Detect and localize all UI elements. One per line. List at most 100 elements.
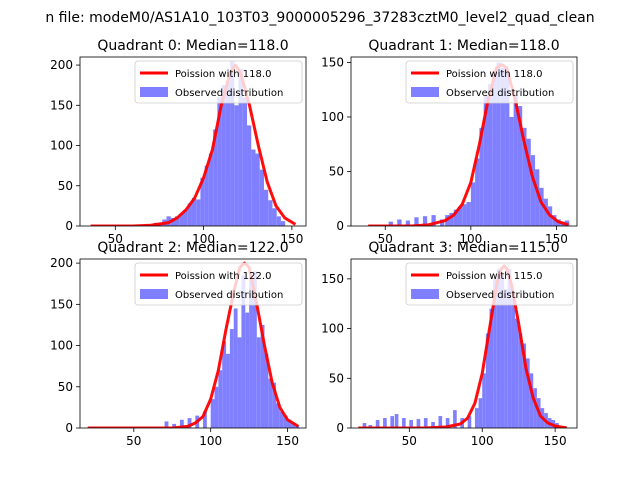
y-tick-label: 100: [321, 110, 344, 124]
subplot-1: 50 100 150 0 50 100 150 Quadrant 1: Median=118.…: [321, 38, 578, 246]
hist-bar: [453, 410, 457, 428]
y-tick-label: 150: [321, 272, 344, 286]
y-tick-label: 200: [50, 256, 73, 270]
hist-bar: [449, 212, 454, 226]
hist-bar: [533, 388, 537, 428]
hist-bar: [256, 337, 261, 428]
hist-bar: [249, 275, 253, 428]
hist-bar: [164, 421, 169, 428]
x-tick-label: 50: [378, 232, 393, 246]
x-tick-label: 50: [108, 232, 123, 246]
hist-bar: [272, 208, 277, 226]
hist-bar: [226, 353, 230, 428]
hist-bar: [229, 329, 234, 428]
hist-bar: [482, 373, 486, 428]
plot-area: [87, 261, 300, 428]
hist-bar: [397, 219, 402, 226]
hist-bar: [453, 209, 459, 226]
hist-bar: [210, 399, 215, 428]
hist-bar: [492, 73, 497, 226]
legend-label-curve: Poission with 118.0: [446, 69, 542, 80]
hist-bar: [485, 333, 490, 428]
legend: Poission with 122.0 Observed distribution: [134, 262, 303, 306]
axes-frame: [350, 258, 578, 429]
hist-bar: [217, 97, 222, 226]
legend-label-hist: Observed distribution: [175, 290, 283, 301]
hist-bar: [287, 419, 292, 428]
hist-bar: [179, 419, 184, 428]
poisson-curve-line: [90, 63, 297, 226]
hist-bar: [543, 198, 548, 226]
hist-bar: [259, 169, 264, 226]
legend-label-curve: Poission with 118.0: [175, 69, 271, 80]
hist-bar: [539, 187, 544, 226]
legend: Poission with 118.0 Observed distribution: [134, 60, 303, 104]
legend-swatch-hist: [140, 87, 168, 97]
hist-bar: [431, 422, 435, 428]
x-tick-label: 150: [544, 434, 567, 448]
hist-bar: [394, 414, 399, 428]
hist-bar: [202, 411, 207, 428]
hist-bar: [204, 165, 209, 226]
hist-bar: [431, 215, 436, 226]
hist-bar: [276, 403, 280, 428]
hist-bar: [196, 199, 201, 226]
hist-bar: [402, 418, 406, 428]
subplot-title: Quadrant 0: Median=118.0: [97, 38, 288, 54]
hist-bar: [405, 220, 411, 226]
subplot-grid: 50 100 150 0 50 100 150 200 Quadrant 0: Median=1…: [50, 38, 578, 448]
hist-bar: [214, 386, 219, 428]
hist-bar: [416, 419, 421, 428]
x-tick-label: 150: [280, 232, 303, 246]
hist-bar: [489, 308, 494, 428]
hist-bar: [467, 416, 472, 428]
x-tick-label: 150: [276, 434, 299, 448]
subplot-title: Quadrant 3: Median=115.0: [368, 240, 559, 256]
hist-bar: [247, 125, 252, 226]
hist-bar: [183, 209, 188, 226]
legend: Poission with 115.0 Observed distribution: [405, 262, 574, 306]
hist-bar: [525, 358, 530, 428]
hist-bar: [390, 416, 395, 428]
hist-bar: [475, 158, 480, 226]
y-tick-label: 0: [336, 421, 344, 435]
axes-frame: [79, 56, 307, 227]
hist-bar: [242, 97, 248, 226]
hist-bar: [245, 312, 250, 428]
hist-bar: [479, 127, 484, 226]
hist-bar: [388, 221, 393, 226]
subplot-title: Quadrant 2: Median=122.0: [97, 240, 288, 256]
hist-bar: [222, 341, 227, 428]
legend-swatch-hist: [411, 289, 439, 299]
hist-bar: [291, 423, 296, 428]
y-tick-label: 150: [50, 98, 73, 112]
hist-bar: [458, 206, 463, 226]
hist-bar: [221, 85, 226, 226]
y-tick-label: 50: [329, 164, 344, 178]
hist-bar: [279, 411, 284, 428]
hist-bar: [535, 169, 540, 226]
hist-bar: [362, 423, 367, 428]
hist-bar: [237, 337, 242, 428]
hist-bar: [179, 213, 184, 226]
legend-label-hist: Observed distribution: [446, 290, 554, 301]
legend-box: [405, 262, 574, 306]
x-tick-label: 100: [471, 434, 494, 448]
hist-bar: [496, 62, 501, 226]
legend-box: [134, 60, 303, 104]
legend-box: [405, 60, 574, 104]
y-tick-label: 150: [50, 297, 73, 311]
hist-bar: [264, 353, 269, 428]
hist-bar: [280, 221, 286, 226]
hist-bar: [208, 153, 214, 226]
hist-bar: [272, 382, 277, 428]
figure-suptitle: n file: modeM0/AS1A10_103T03_9000005296_…: [45, 10, 594, 26]
hist-bar: [509, 116, 514, 226]
hist-bar: [526, 138, 531, 226]
axes-frame: [79, 258, 307, 429]
legend-label-hist: Observed distribution: [175, 88, 283, 99]
hist-bar: [233, 308, 238, 428]
hist-bar: [515, 318, 519, 428]
hist-bar: [530, 155, 536, 226]
